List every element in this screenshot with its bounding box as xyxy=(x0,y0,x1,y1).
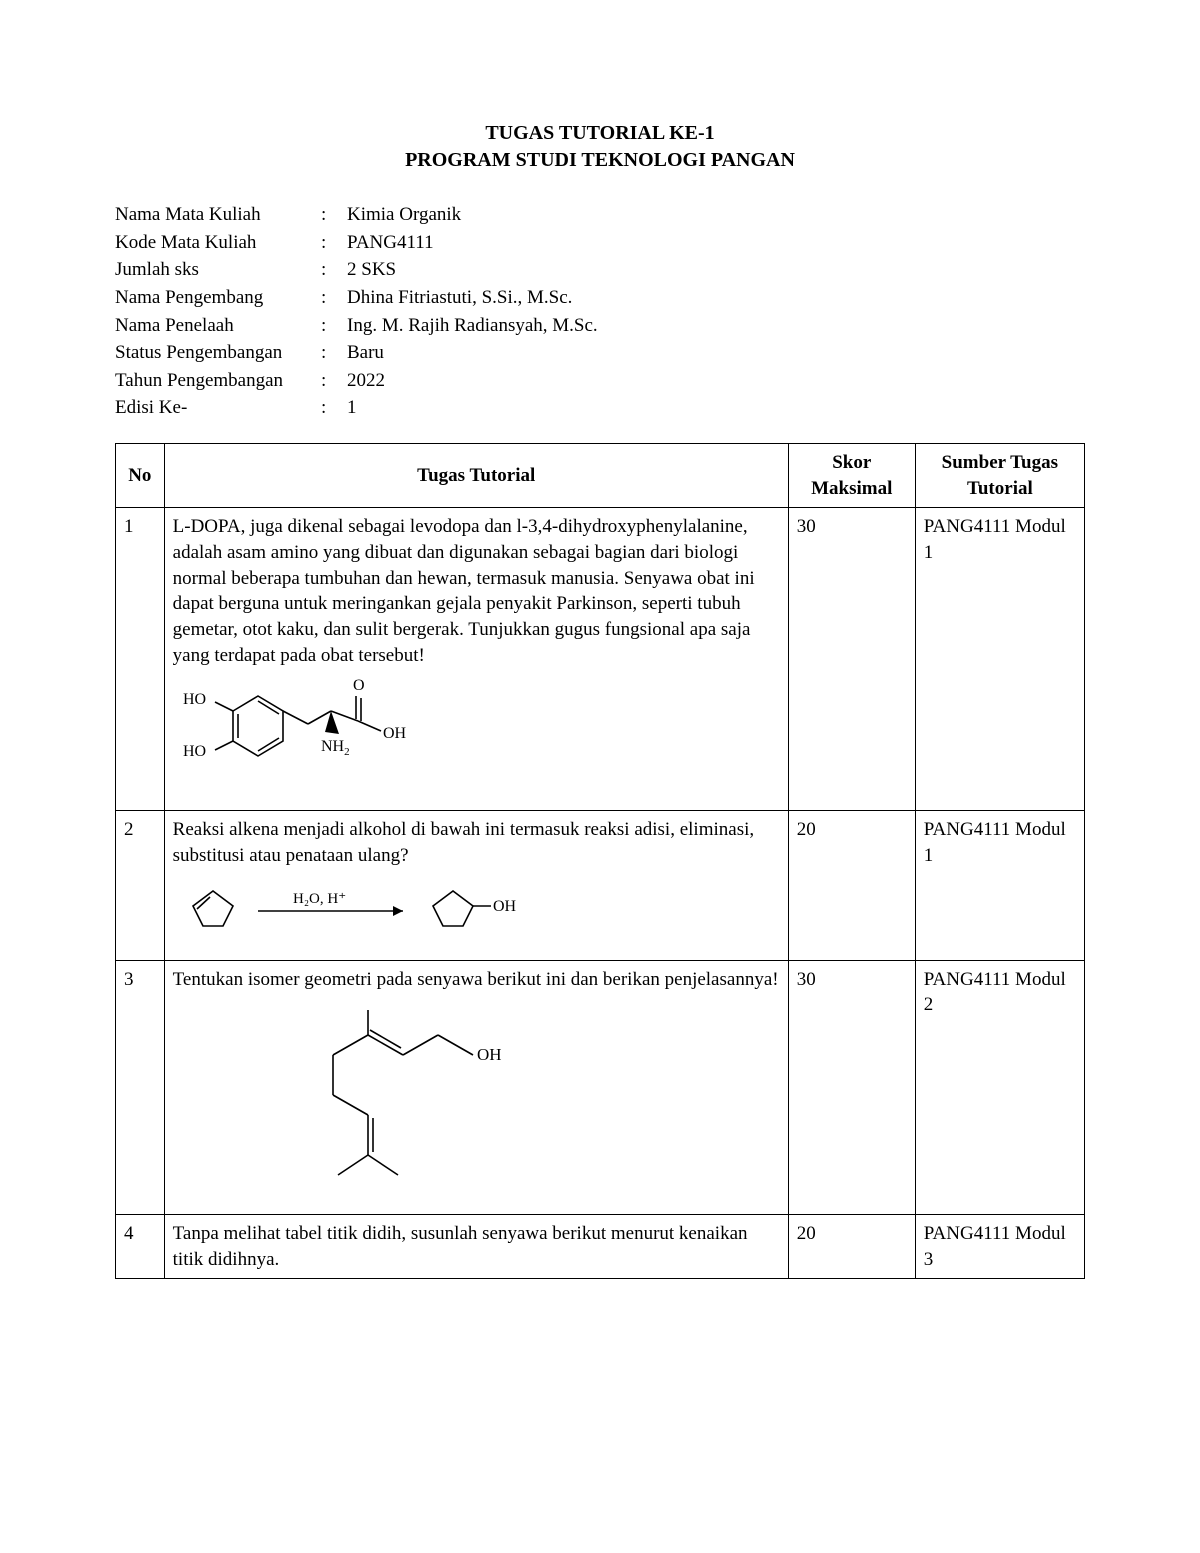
task-text: L-DOPA, juga dikenal sebagai levodopa da… xyxy=(173,514,780,668)
label-nh2: NH2 xyxy=(321,738,350,758)
col-header-tugas: Tugas Tutorial xyxy=(164,444,788,508)
meta-colon: : xyxy=(321,285,341,311)
cell-no: 1 xyxy=(116,508,165,810)
meta-value: Ing. M. Rajih Radiansyah, M.Sc. xyxy=(341,313,1085,339)
title-line-1: TUGAS TUTORIAL KE-1 xyxy=(115,120,1085,147)
title-line-2: PROGRAM STUDI TEKNOLOGI PANGAN xyxy=(115,147,1085,174)
cell-task: L-DOPA, juga dikenal sebagai levodopa da… xyxy=(164,508,788,810)
meta-label: Status Pengembangan xyxy=(115,340,321,366)
meta-label: Tahun Pengembangan xyxy=(115,368,321,394)
meta-label: Nama Pengembang xyxy=(115,285,321,311)
table-row: 4 Tanpa melihat tabel titik didih, susun… xyxy=(116,1215,1085,1279)
metadata-block: Nama Mata Kuliah : Kimia Organik Kode Ma… xyxy=(115,202,1085,421)
meta-colon: : xyxy=(321,313,341,339)
meta-value: PANG4111 xyxy=(341,230,1085,256)
document-title: TUGAS TUTORIAL KE-1 PROGRAM STUDI TEKNOL… xyxy=(115,120,1085,174)
col-header-sumber: Sumber Tugas Tutorial xyxy=(915,444,1084,508)
meta-colon: : xyxy=(321,230,341,256)
alkene-svg: H₂O, H⁺ OH xyxy=(173,876,553,946)
cell-skor: 30 xyxy=(788,508,915,810)
label-o: O xyxy=(353,677,365,694)
label-ho: HO xyxy=(183,691,206,708)
cell-skor: 20 xyxy=(788,810,915,960)
cell-sumber: PANG4111 Modul 1 xyxy=(915,508,1084,810)
task-text: Reaksi alkena menjadi alkohol di bawah i… xyxy=(173,817,780,868)
cell-no: 2 xyxy=(116,810,165,960)
meta-colon: : xyxy=(321,395,341,421)
arrow-label: H₂O, H⁺ xyxy=(293,891,346,907)
cell-task: Tentukan isomer geometri pada senyawa be… xyxy=(164,960,788,1214)
meta-colon: : xyxy=(321,257,341,283)
table-row: 2 Reaksi alkena menjadi alkohol di bawah… xyxy=(116,810,1085,960)
table-row: 3 Tentukan isomer geometri pada senyawa … xyxy=(116,960,1085,1214)
chem-reaction-alkene: H₂O, H⁺ OH xyxy=(173,876,780,954)
task-text: Tanpa melihat tabel titik didih, susunla… xyxy=(173,1221,780,1272)
cell-task: Tanpa melihat tabel titik didih, susunla… xyxy=(164,1215,788,1279)
chem-structure-ldopa: HO HO O OH NH2 xyxy=(173,676,780,804)
tasks-table: No Tugas Tutorial Skor Maksimal Sumber T… xyxy=(115,443,1085,1279)
meta-value: 2022 xyxy=(341,368,1085,394)
cell-sumber: PANG4111 Modul 2 xyxy=(915,960,1084,1214)
ldopa-svg: HO HO O OH NH2 xyxy=(173,676,433,796)
label-oh: OH xyxy=(477,1045,502,1064)
meta-label: Jumlah sks xyxy=(115,257,321,283)
meta-colon: : xyxy=(321,202,341,228)
label-oh: OH xyxy=(493,898,517,915)
meta-colon: : xyxy=(321,340,341,366)
meta-label: Edisi Ke- xyxy=(115,395,321,421)
meta-colon: : xyxy=(321,368,341,394)
col-header-skor: Skor Maksimal xyxy=(788,444,915,508)
cell-no: 3 xyxy=(116,960,165,1214)
cell-task: Reaksi alkena menjadi alkohol di bawah i… xyxy=(164,810,788,960)
meta-value: Dhina Fitriastuti, S.Si., M.Sc. xyxy=(341,285,1085,311)
meta-value: Kimia Organik xyxy=(341,202,1085,228)
meta-value: 1 xyxy=(341,395,1085,421)
task-text: Tentukan isomer geometri pada senyawa be… xyxy=(173,967,780,993)
cell-no: 4 xyxy=(116,1215,165,1279)
meta-label: Kode Mata Kuliah xyxy=(115,230,321,256)
cell-sumber: PANG4111 Modul 3 xyxy=(915,1215,1084,1279)
meta-label: Nama Penelaah xyxy=(115,313,321,339)
cell-skor: 20 xyxy=(788,1215,915,1279)
label-ho: HO xyxy=(183,743,206,760)
meta-value: 2 SKS xyxy=(341,257,1085,283)
meta-label: Nama Mata Kuliah xyxy=(115,202,321,228)
cell-sumber: PANG4111 Modul 1 xyxy=(915,810,1084,960)
geraniol-svg: OH xyxy=(273,1000,533,1200)
chem-structure-geraniol: OH xyxy=(173,1000,780,1208)
table-row: 1 L-DOPA, juga dikenal sebagai levodopa … xyxy=(116,508,1085,810)
table-header-row: No Tugas Tutorial Skor Maksimal Sumber T… xyxy=(116,444,1085,508)
col-header-no: No xyxy=(116,444,165,508)
meta-value: Baru xyxy=(341,340,1085,366)
label-oh: OH xyxy=(383,725,407,742)
cell-skor: 30 xyxy=(788,960,915,1214)
